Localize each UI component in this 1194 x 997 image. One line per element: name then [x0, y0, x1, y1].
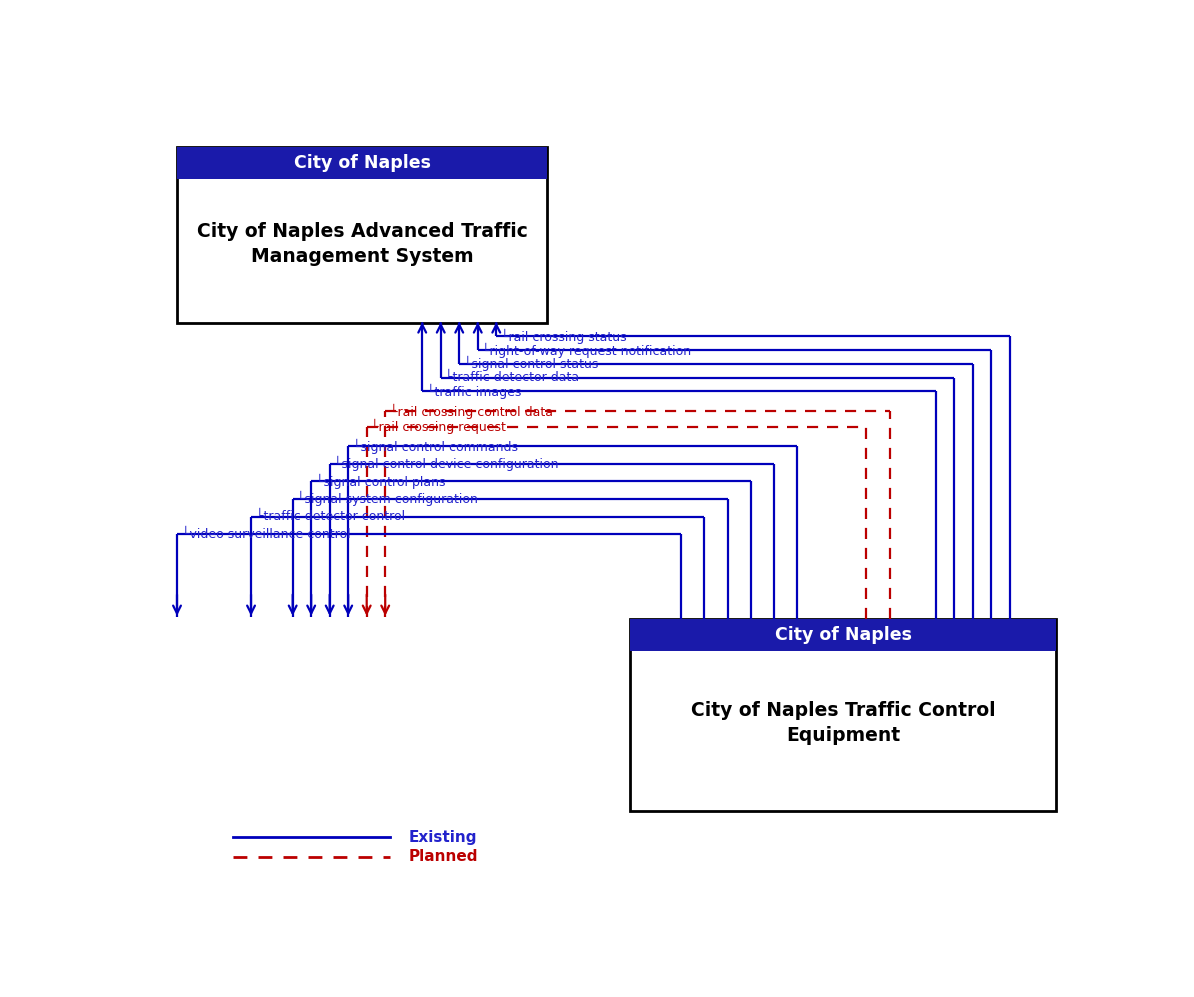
Text: └traffic detector data: └traffic detector data [445, 371, 579, 384]
Text: └right-of-way request notification: └right-of-way request notification [482, 342, 691, 358]
Text: └video surveillance control: └video surveillance control [181, 527, 350, 540]
Text: City of Naples: City of Naples [294, 154, 431, 171]
Text: City of Naples Traffic Control
Equipment: City of Naples Traffic Control Equipment [691, 701, 996, 745]
Text: └signal control device configuration: └signal control device configuration [334, 456, 559, 472]
Text: Existing: Existing [408, 830, 476, 844]
Text: └signal control status: └signal control status [464, 356, 598, 371]
Bar [630, 618, 1057, 811]
Text: └rail crossing control data: └rail crossing control data [389, 404, 553, 419]
Bar [630, 618, 1057, 651]
Text: └rail crossing status: └rail crossing status [501, 329, 627, 344]
Text: └signal control plans: └signal control plans [315, 474, 445, 489]
Bar [177, 147, 547, 323]
Text: └traffic images: └traffic images [427, 384, 522, 399]
Text: City of Naples Advanced Traffic
Management System: City of Naples Advanced Traffic Manageme… [197, 221, 528, 265]
Text: └signal system configuration: └signal system configuration [297, 492, 478, 506]
Text: Planned: Planned [408, 849, 478, 864]
Bar [177, 147, 547, 178]
Text: City of Naples: City of Naples [775, 626, 912, 644]
Text: └rail crossing request: └rail crossing request [371, 419, 506, 435]
Text: └traffic detector control: └traffic detector control [256, 510, 405, 523]
Text: └signal control commands: └signal control commands [353, 439, 518, 454]
